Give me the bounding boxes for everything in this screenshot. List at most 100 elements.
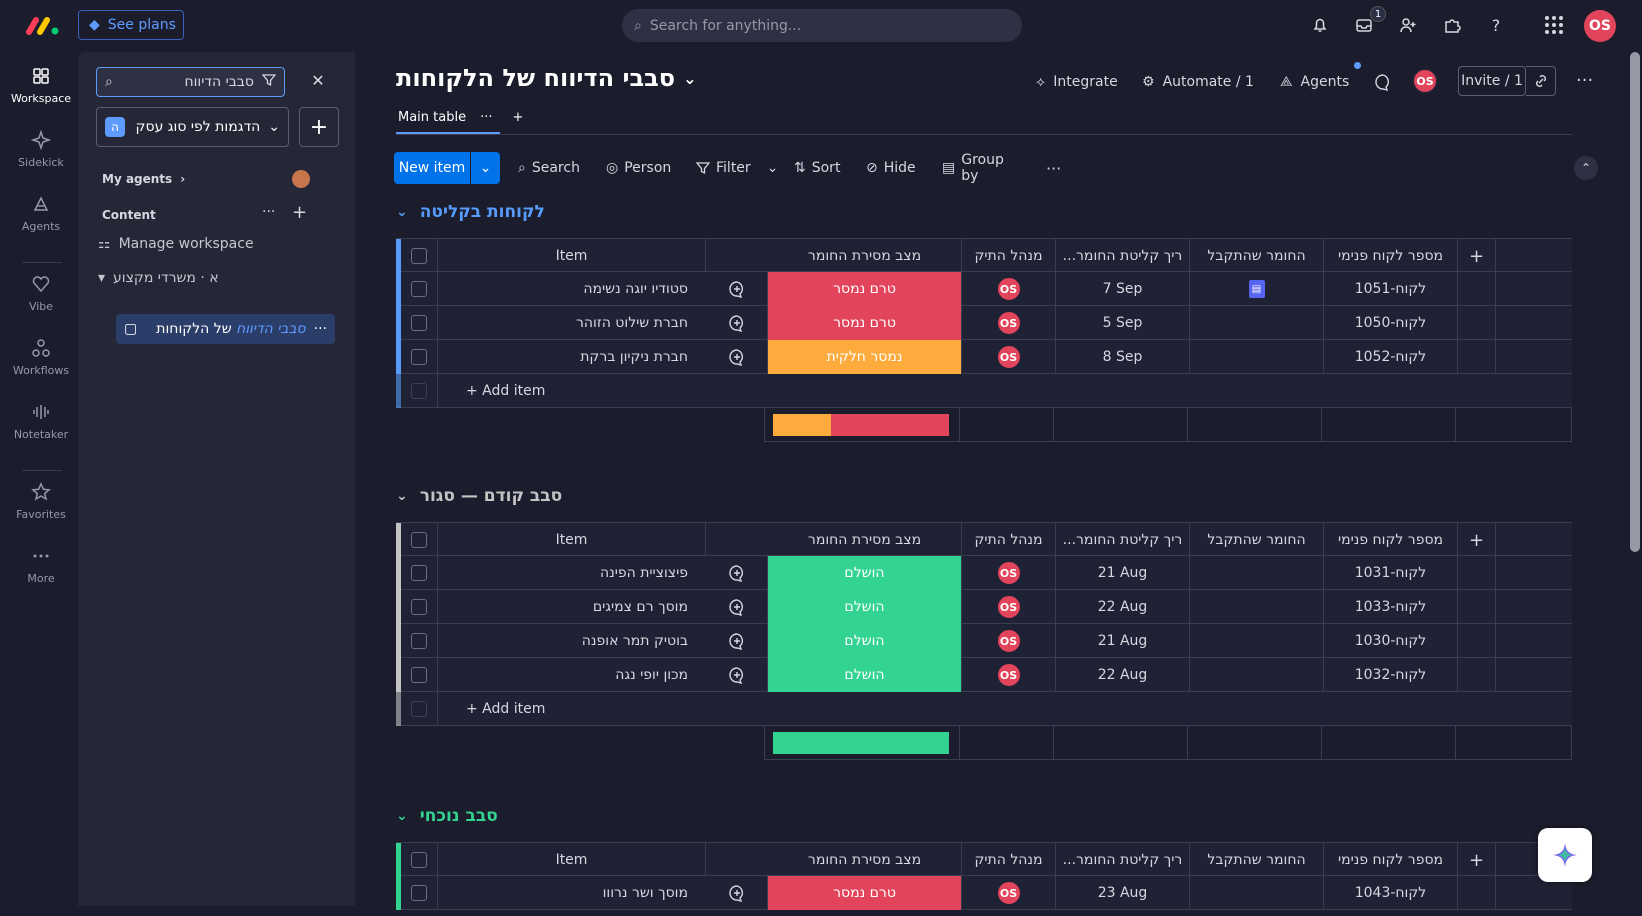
client-id-cell[interactable]: לקוח-1033 bbox=[1324, 590, 1458, 624]
chevron-up-icon[interactable]: ⌃ bbox=[1574, 156, 1598, 180]
header-cell-date[interactable]: ...ריך קליטת החומר bbox=[1056, 843, 1190, 877]
manage-workspace-link[interactable]: ⚏ Manage workspace bbox=[98, 236, 254, 252]
inbox-icon[interactable] bbox=[1352, 13, 1376, 37]
table-row[interactable]: חברת ניקיון ברקת נמסר חלקית OS 8 Sep לקוח-10… bbox=[396, 340, 1572, 374]
header-cell-item[interactable]: Item bbox=[438, 239, 706, 273]
header-cell-date[interactable]: ...ריך קליטת החומר bbox=[1056, 239, 1190, 273]
table-row[interactable]: פיצוציית הפינה הושלם OS 21 Aug לקוח-1031 bbox=[396, 556, 1572, 590]
header-cell-item[interactable]: Item bbox=[438, 843, 706, 877]
apps-marketplace-icon[interactable] bbox=[1440, 13, 1464, 37]
client-id-cell[interactable]: לקוח-1051 bbox=[1324, 272, 1458, 306]
table-row[interactable]: מוסך רם צמיגים הושלם OS 22 Aug לקוח-1033 bbox=[396, 590, 1572, 624]
item-name[interactable]: מוסך ושר נרווו bbox=[602, 885, 688, 901]
owner-avatar[interactable]: OS bbox=[995, 276, 1022, 302]
file-cell[interactable] bbox=[1190, 876, 1324, 910]
row-checkbox[interactable] bbox=[410, 885, 427, 901]
file-cell[interactable] bbox=[1190, 624, 1324, 658]
table-row[interactable]: מוסך ושר נרווו טרם נמסר OS 23 Aug לקוח-1043 bbox=[396, 876, 1572, 910]
group-title[interactable]: ⌄ סבב קודם — סגור bbox=[396, 486, 562, 506]
header-cell-owner[interactable]: מנהל התיק bbox=[962, 843, 1056, 877]
header-cell-chk[interactable] bbox=[400, 843, 438, 877]
file-cell[interactable]: ▤ bbox=[1190, 272, 1324, 306]
comment-icon[interactable] bbox=[1374, 70, 1392, 94]
header-cell-client_id[interactable]: מספר לקוח פנימי bbox=[1324, 523, 1458, 557]
item-name[interactable]: חברת שילוט הזוהר bbox=[576, 315, 688, 331]
search-button[interactable]: ⌕ Search bbox=[518, 152, 580, 184]
filter-button[interactable]: Filter ⌄ bbox=[696, 152, 778, 184]
header-cell-received[interactable]: החומר שהתקבל bbox=[1190, 239, 1324, 273]
folder-item[interactable]: ▾ א · משרדי מקצוע bbox=[98, 270, 219, 286]
person-filter-button[interactable]: ◎ Person bbox=[606, 152, 671, 184]
file-cell[interactable] bbox=[1190, 658, 1324, 692]
filter-icon[interactable] bbox=[261, 73, 277, 91]
date-cell[interactable]: 8 Sep bbox=[1056, 340, 1190, 374]
add-update-icon[interactable] bbox=[706, 876, 768, 910]
chevron-down-icon[interactable]: ⌄ bbox=[396, 204, 408, 220]
apps-grid-icon[interactable] bbox=[1542, 13, 1566, 37]
global-search-input[interactable]: ⌕ Search for anything... bbox=[622, 9, 1022, 42]
date-cell[interactable]: 21 Aug bbox=[1056, 624, 1190, 658]
row-checkbox[interactable] bbox=[410, 599, 427, 615]
item-name[interactable]: סטודיו יוגה נשימה bbox=[583, 281, 688, 297]
invite-member-icon[interactable] bbox=[1396, 13, 1420, 37]
add-item-row[interactable]: + Add item bbox=[396, 692, 1572, 726]
owner-avatar[interactable]: OS bbox=[995, 880, 1022, 906]
owner-avatar[interactable]: OS bbox=[995, 662, 1022, 688]
help-icon[interactable]: ? bbox=[1491, 15, 1501, 35]
sidekick-floating-button[interactable] bbox=[1538, 828, 1592, 882]
date-cell[interactable]: 5 Sep bbox=[1056, 306, 1190, 340]
board-more-icon[interactable]: ··· bbox=[1576, 70, 1594, 91]
sort-button[interactable]: ⇅ Sort bbox=[794, 152, 840, 184]
status-badge[interactable]: הושלם bbox=[768, 624, 962, 658]
integrate-button[interactable]: ⟡ Integrate bbox=[1036, 70, 1118, 94]
add-view-icon[interactable]: + bbox=[512, 110, 524, 125]
rail-sidekick[interactable]: Sidekick bbox=[4, 130, 78, 169]
vertical-scrollbar[interactable] bbox=[1630, 52, 1640, 552]
table-row[interactable]: חברת שילוט הזוהר טרם נמסר OS 5 Sep לקוח-1050 bbox=[396, 306, 1572, 340]
add-update-icon[interactable] bbox=[706, 340, 768, 374]
group-title[interactable]: ⌄ לקוחות בקליטה bbox=[396, 202, 545, 222]
select-all-checkbox[interactable] bbox=[410, 248, 427, 264]
bell-icon[interactable] bbox=[1308, 13, 1332, 37]
date-cell[interactable]: 7 Sep bbox=[1056, 272, 1190, 306]
owner-avatar[interactable]: OS bbox=[995, 560, 1022, 586]
client-id-cell[interactable]: לקוח-1032 bbox=[1324, 658, 1458, 692]
table-row[interactable]: סטודיו יוגה נשימה טרם נמסר OS 7 Sep ▤ לקוח-10… bbox=[396, 272, 1572, 306]
row-checkbox[interactable] bbox=[410, 383, 427, 399]
file-icon[interactable]: ▤ bbox=[1248, 280, 1265, 298]
group-title[interactable]: ⌄ סבב נוכחי bbox=[396, 806, 498, 826]
add-update-icon[interactable] bbox=[706, 272, 768, 306]
file-cell[interactable] bbox=[1190, 590, 1324, 624]
client-id-cell[interactable]: לקוח-1031 bbox=[1324, 556, 1458, 590]
rail-agents[interactable]: Agents bbox=[4, 194, 78, 233]
header-cell-item[interactable]: Item bbox=[438, 523, 706, 557]
owner-avatar[interactable]: OS bbox=[995, 310, 1022, 336]
tab-more-icon[interactable]: ··· bbox=[480, 110, 493, 125]
add-workspace-item-button[interactable]: + bbox=[299, 107, 339, 147]
automate-button[interactable]: ⚙ Automate / 1 bbox=[1142, 70, 1254, 94]
rail-more[interactable]: More bbox=[4, 546, 78, 585]
client-id-cell[interactable]: לקוח-1043 bbox=[1324, 876, 1458, 910]
header-cell-status[interactable]: מצב מסירת החומר bbox=[768, 523, 962, 557]
tab-main-table[interactable]: Main table ··· + bbox=[398, 110, 523, 125]
status-badge[interactable]: טרם נמסר bbox=[768, 272, 962, 306]
header-cell-received[interactable]: החומר שהתקבל bbox=[1190, 843, 1324, 877]
new-item-button[interactable]: New item ⌄ bbox=[394, 152, 500, 184]
chevron-down-icon[interactable]: ⌄ bbox=[766, 160, 779, 176]
invite-button[interactable]: Invite / 1 bbox=[1458, 66, 1526, 96]
client-id-cell[interactable]: לקוח-1052 bbox=[1324, 340, 1458, 374]
row-checkbox[interactable] bbox=[410, 633, 427, 649]
sidebar-board-item[interactable]: ▢ סבבי הדיווח של הלקוחות ··· bbox=[116, 314, 335, 344]
item-name[interactable]: מוסך רם צמיגים bbox=[592, 599, 688, 615]
header-cell-owner[interactable]: מנהל התיק bbox=[962, 239, 1056, 273]
row-checkbox[interactable] bbox=[410, 667, 427, 683]
agents-button[interactable]: ⟁ Agents bbox=[1280, 70, 1349, 94]
row-checkbox[interactable] bbox=[410, 281, 427, 297]
rail-workspace[interactable]: Workspace bbox=[4, 66, 78, 105]
item-name[interactable]: פיצוציית הפינה bbox=[600, 565, 688, 581]
rail-vibe[interactable]: Vibe bbox=[4, 274, 78, 313]
hide-button[interactable]: ⊘ Hide bbox=[866, 152, 916, 184]
status-summary-bar[interactable] bbox=[773, 732, 949, 754]
chevron-down-icon[interactable]: ⌄ bbox=[470, 152, 500, 184]
add-item-row[interactable]: + Add item bbox=[396, 374, 1572, 408]
